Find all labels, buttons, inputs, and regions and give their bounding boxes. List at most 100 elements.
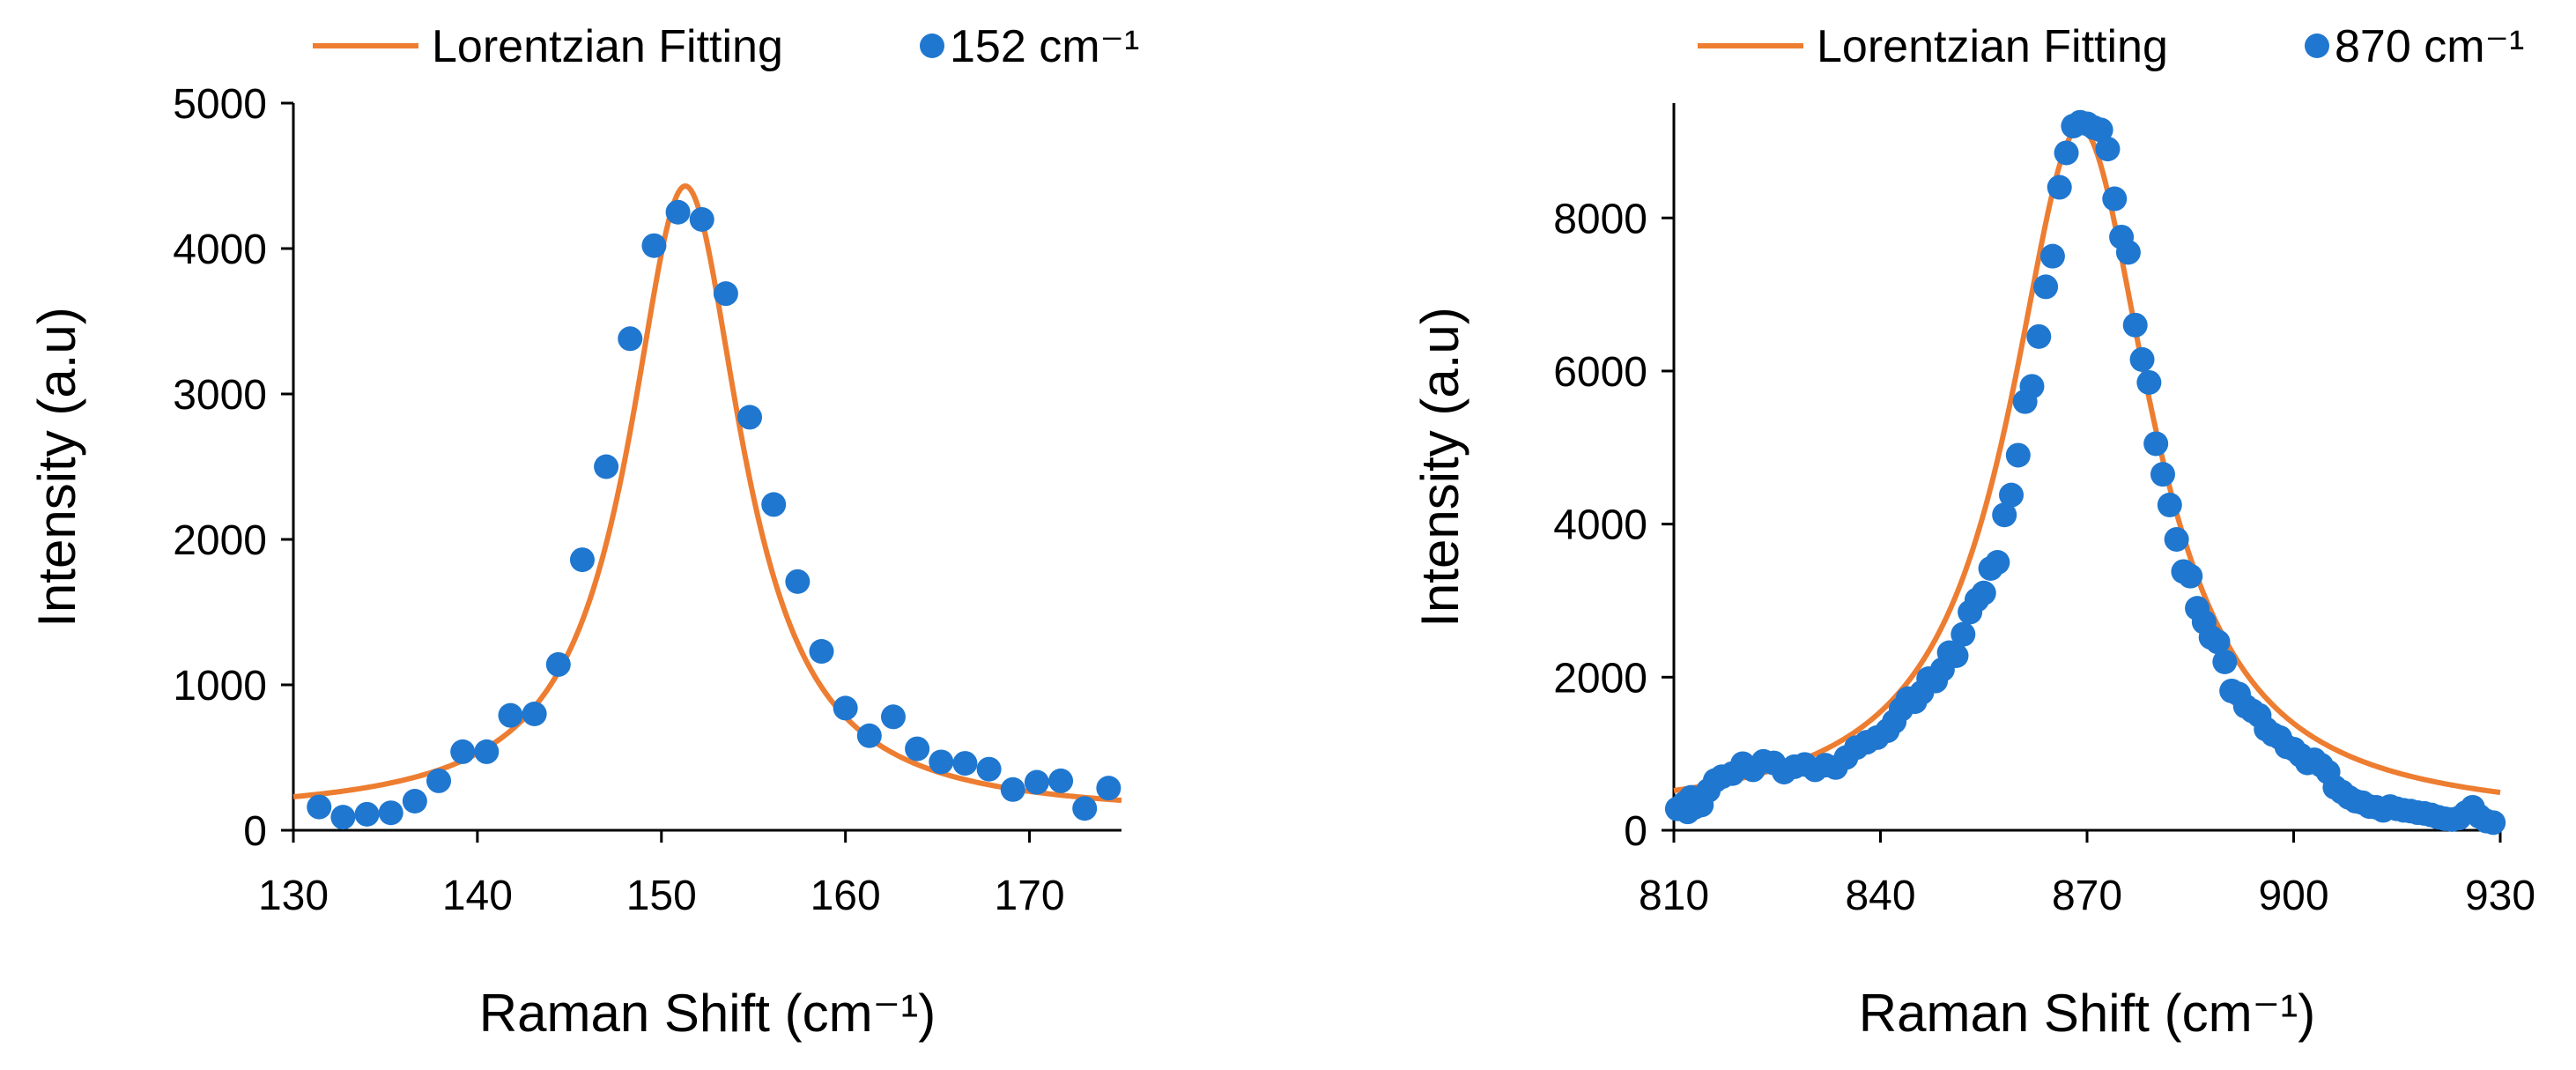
data-point [594, 454, 619, 479]
data-points-870 [1664, 109, 2506, 836]
x-tick-label: 150 [626, 873, 697, 919]
y-tick-label: 2000 [1553, 655, 1647, 702]
data-point [1999, 482, 2025, 508]
data-point [2115, 240, 2141, 265]
data-point [2122, 312, 2148, 338]
y-tick-label: 4000 [173, 227, 267, 273]
data-point [2205, 629, 2231, 655]
data-point [426, 768, 452, 793]
legend-fit-label: Lorentzian Fitting [1817, 21, 2168, 72]
x-tick-label: 160 [811, 873, 881, 919]
data-point [2019, 374, 2045, 399]
data-points-152 [307, 199, 1121, 830]
data-point [2088, 117, 2113, 143]
data-point [1985, 550, 2010, 576]
data-point [2005, 442, 2031, 468]
y-tick-label: 1000 [173, 663, 267, 710]
data-point [1024, 769, 1049, 795]
data-point [952, 751, 978, 776]
data-point [450, 739, 476, 764]
y-tick-label: 3000 [173, 372, 267, 419]
data-point [2033, 274, 2059, 300]
legend-points-marker [920, 33, 944, 58]
data-point [378, 800, 403, 826]
x-axis-title: Raman Shift (cm⁻¹) [1859, 984, 2315, 1043]
data-point [545, 651, 571, 677]
data-point [569, 547, 595, 573]
x-tick-label: 840 [1845, 873, 1915, 919]
x-tick-label: 900 [2258, 873, 2328, 919]
y-tick-label: 2000 [173, 517, 267, 564]
data-point [2026, 323, 2052, 349]
y-tick-label: 6000 [1553, 349, 1647, 396]
data-point [354, 801, 380, 827]
data-point [665, 199, 691, 225]
data-point [330, 805, 356, 830]
legend-right: Lorentzian Fitting 870 cm⁻¹ [1698, 21, 2524, 72]
legend-fit-label: Lorentzian Fitting [432, 21, 783, 72]
data-point [856, 723, 882, 748]
data-point [1000, 776, 1025, 802]
lorentzian-fit-line [1673, 124, 2501, 796]
y-axis-title: Intensity (a.u) [1410, 307, 1469, 628]
x-axis-left: 130 140 150 160 170 [258, 829, 1121, 919]
data-point [929, 749, 954, 775]
data-point [2102, 186, 2128, 212]
x-axis-title: Raman Shift (cm⁻¹) [479, 984, 936, 1043]
y-axis-left: 0 1000 2000 3000 4000 5000 [173, 81, 295, 855]
y-tick-label: 8000 [1553, 196, 1647, 242]
y-axis-title: Intensity (a.u) [27, 307, 86, 628]
data-point [474, 739, 500, 764]
data-point [2212, 649, 2238, 674]
data-point [1943, 643, 1969, 668]
y-axis-right: 0 2000 4000 6000 8000 [1553, 103, 1676, 855]
data-point [689, 207, 714, 232]
y-tick-label: 0 [243, 808, 267, 855]
x-tick-label: 140 [442, 873, 513, 919]
data-point [809, 639, 834, 665]
data-point [2150, 462, 2175, 487]
data-point [1951, 621, 1976, 647]
data-point [713, 281, 738, 307]
data-point [880, 704, 906, 730]
data-point [2178, 563, 2203, 589]
data-point [2054, 140, 2079, 166]
data-point [2157, 492, 2182, 517]
data-point [2039, 243, 2065, 269]
data-point [1048, 768, 1074, 793]
legend-points-marker [2305, 33, 2329, 58]
data-point [618, 326, 643, 352]
data-point [2136, 369, 2162, 395]
legend-left: Lorentzian Fitting 152 cm⁻¹ [313, 21, 1139, 72]
lorentzian-fit-line [292, 183, 1122, 804]
data-point [976, 756, 1002, 782]
data-point [1971, 580, 1996, 606]
data-point [2164, 527, 2189, 552]
data-point [2047, 175, 2072, 200]
x-tick-label: 130 [258, 873, 329, 919]
data-point [1096, 776, 1121, 801]
data-point [737, 405, 763, 430]
data-point [2481, 810, 2506, 836]
x-tick-label: 930 [2465, 873, 2535, 919]
data-point [402, 789, 427, 814]
data-point [522, 702, 547, 726]
data-point [905, 736, 930, 762]
data-point [2129, 346, 2155, 372]
x-tick-label: 810 [1639, 873, 1709, 919]
data-point [2095, 137, 2121, 162]
legend-points-label: 152 cm⁻¹ [950, 21, 1139, 72]
y-tick-label: 5000 [173, 81, 267, 128]
chart-right: Lorentzian Fitting 870 cm⁻¹ 0 2000 4000 600… [1410, 21, 2535, 1043]
data-point [761, 492, 787, 517]
data-point [498, 702, 523, 728]
data-point [307, 794, 332, 820]
data-point [1992, 502, 2017, 528]
x-tick-label: 170 [995, 873, 1065, 919]
data-point [1072, 796, 1098, 821]
chart-left: Lorentzian Fitting 152 cm⁻¹ 0 1000 2000 300… [27, 21, 1139, 1043]
y-tick-label: 0 [1624, 808, 1647, 855]
y-tick-label: 4000 [1553, 502, 1647, 549]
data-point [2143, 431, 2169, 457]
